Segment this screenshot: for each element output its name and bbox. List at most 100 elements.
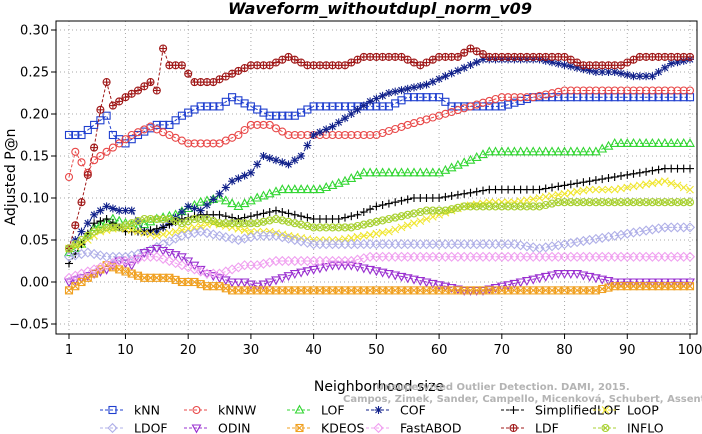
y-tick-label: 0.00 (20, 276, 49, 291)
data-point-inflo (516, 202, 525, 211)
data-point-odin (214, 274, 225, 284)
data-point-lof (365, 167, 376, 177)
data-point-simplifiedlof (278, 208, 287, 216)
data-point-ldof (214, 230, 225, 241)
data-point-simplifiedlof (96, 217, 105, 226)
x-tick-label: 100 (678, 343, 702, 358)
series-loop (65, 177, 694, 253)
data-point-odin (358, 264, 369, 274)
legend-marker-cof (374, 406, 383, 414)
data-point-lof (383, 167, 394, 177)
data-point-simplifiedlof (397, 196, 406, 205)
data-point-knnw (209, 139, 218, 148)
data-point-inflo (585, 198, 594, 207)
data-point-cof (560, 61, 569, 69)
data-point-fastabod (158, 253, 169, 264)
data-point-inflo (623, 198, 632, 207)
data-point-simplifiedlof (610, 173, 619, 181)
data-point-knnw (610, 86, 619, 95)
data-point-odin (421, 278, 432, 288)
data-point-loop (171, 227, 180, 236)
data-point-fastabod (264, 257, 275, 268)
data-point-cof (221, 183, 230, 192)
data-point-odin (170, 251, 181, 261)
data-point-lof (314, 184, 325, 194)
data-point-cof (617, 69, 625, 78)
data-point-simplifiedlof (253, 210, 262, 219)
data-point-simplifiedlof (435, 194, 444, 202)
data-point-knnw (265, 120, 274, 129)
data-point-knn (428, 93, 437, 102)
legend-item-lof: LOF (287, 403, 345, 418)
data-point-ldof (509, 239, 520, 250)
data-point-odin (584, 272, 595, 282)
data-point-loop (109, 224, 117, 233)
legend-marker-ldof (107, 422, 118, 434)
data-point-ldf (184, 69, 193, 78)
data-point-knn (315, 102, 324, 111)
data-point-lof (377, 167, 388, 177)
data-point-knnw (334, 130, 343, 140)
data-point-odin (271, 276, 281, 286)
data-point-lof (647, 137, 658, 147)
data-point-simplifiedlof (535, 185, 544, 194)
data-point-inflo (334, 223, 343, 232)
data-point-knn (497, 102, 506, 111)
series-ldof (63, 222, 696, 262)
data-point-knnw (635, 86, 644, 95)
data-point-loop (397, 223, 406, 232)
data-point-cof (297, 152, 306, 160)
data-point-simplifiedlof (240, 213, 249, 222)
data-point-odin (164, 249, 175, 259)
data-point-loop (529, 195, 538, 203)
data-point-cof (322, 125, 331, 134)
data-point-ldof (239, 233, 250, 244)
data-point-cof (253, 160, 262, 169)
data-point-odin (333, 261, 344, 271)
data-point-odin (540, 272, 551, 282)
data-point-inflo (422, 206, 431, 215)
data-point-ldf (83, 170, 92, 179)
data-point-cof (334, 118, 343, 127)
data-point-knnw (591, 86, 600, 95)
data-point-odin (553, 270, 564, 280)
data-point-knnw (654, 86, 663, 95)
watermark-line-2: Campos, Zimek, Sander, Campello, Micenko… (343, 393, 702, 405)
data-point-lof (289, 184, 300, 194)
data-point-simplifiedlof (272, 206, 280, 215)
data-point-ldof (201, 227, 213, 239)
data-point-odin (590, 274, 601, 284)
data-point-knnw (510, 93, 519, 102)
legend-marker-knn (108, 405, 117, 415)
data-point-inflo (159, 214, 168, 224)
data-point-inflo (246, 219, 255, 228)
data-point-knnw (284, 130, 293, 140)
data-point-ldof (164, 236, 175, 247)
data-point-loop (152, 231, 161, 240)
data-point-odin (365, 265, 376, 275)
data-point-knnw (535, 91, 544, 100)
data-point-simplifiedlof (604, 174, 613, 182)
data-point-ldf (133, 86, 143, 95)
legend-label-fastabod: FastABOD (400, 421, 462, 434)
data-point-knnw (616, 86, 626, 95)
data-point-cof (466, 61, 475, 69)
data-point-cof (290, 156, 299, 165)
data-point-loop (366, 230, 374, 239)
data-point-cof (228, 177, 237, 186)
data-point-loop (566, 188, 575, 197)
data-point-cof (428, 77, 437, 86)
data-point-simplifiedlof (284, 209, 293, 218)
legend-label-knn: kNN (134, 403, 160, 418)
data-point-loop (635, 181, 644, 190)
data-point-knn (340, 102, 350, 111)
data-point-simplifiedlof (297, 212, 306, 221)
data-point-cof (416, 82, 425, 90)
data-point-knn (221, 97, 230, 106)
data-point-lof (346, 172, 357, 182)
data-point-ldof (195, 226, 206, 237)
data-point-lof (371, 167, 382, 177)
data-point-lof (358, 167, 369, 177)
data-point-loop (541, 193, 550, 201)
data-point-simplifiedlof (447, 191, 456, 200)
